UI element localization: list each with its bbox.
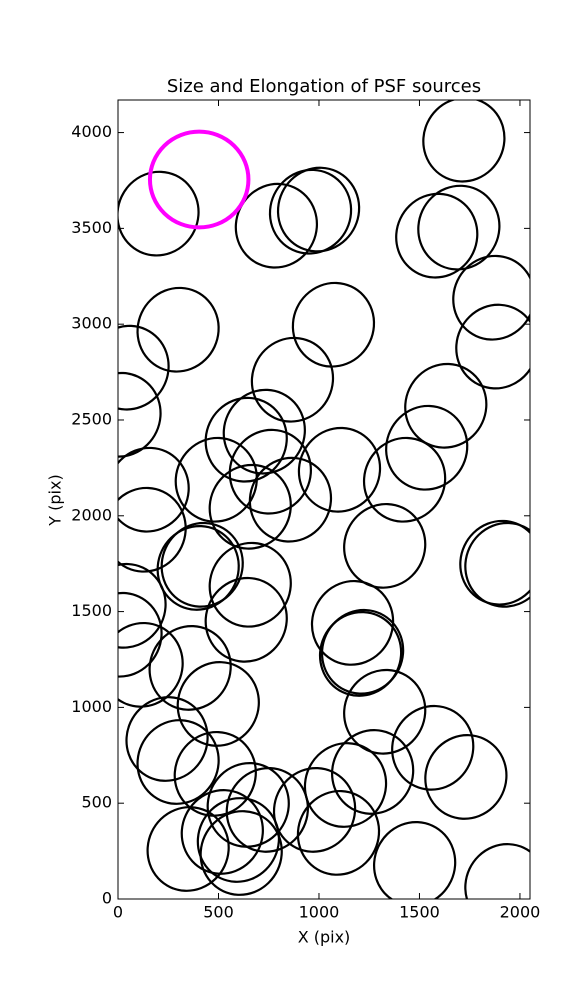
y-tick-label: 2000 (71, 505, 112, 524)
psf-ellipse (297, 426, 382, 513)
psf-ellipse (417, 184, 501, 271)
plot-area (118, 100, 530, 899)
psf-ellipse (206, 762, 290, 848)
psf-ellipse (391, 704, 475, 791)
y-tick-label: 3500 (71, 218, 112, 237)
psf-ellipse (343, 668, 427, 755)
psf-ellipse (228, 428, 312, 515)
psf-ellipse (272, 766, 357, 853)
psf-ellipse (173, 730, 257, 817)
psf-ellipse (250, 336, 335, 423)
psf-ellipse (455, 303, 530, 390)
y-tick-label: 1000 (71, 697, 112, 716)
psf-ellipse (320, 608, 405, 695)
x-tick-label: 2000 (500, 903, 541, 922)
psf-ellipse (208, 541, 292, 628)
psf-ellipse (118, 324, 170, 411)
psf-ellipse (125, 696, 209, 782)
psf-ellipse (156, 524, 240, 611)
y-tick-label: 4000 (71, 122, 112, 141)
psf-ellipse (118, 621, 184, 708)
psf-ellipse (147, 129, 251, 230)
psf-ellipse (176, 661, 260, 747)
psf-ellipse (310, 579, 395, 666)
y-tick-label: 1500 (71, 601, 112, 620)
psf-ellipse (118, 170, 200, 257)
x-tick-label: 1000 (299, 903, 340, 922)
psf-ellipse (372, 821, 457, 899)
x-axis-label: X (pix) (298, 928, 351, 947)
psf-ellipse (136, 286, 220, 373)
psf-ellipse (118, 562, 167, 649)
y-tick-label: 2500 (71, 409, 112, 428)
psf-ellipse (362, 436, 447, 523)
psf-ellipse (464, 521, 530, 608)
psf-ellipse (395, 192, 479, 279)
psf-ellipse (291, 281, 376, 368)
x-tick-label: 500 (203, 903, 234, 922)
psf-ellipse (204, 576, 288, 663)
psf-ellipse (404, 362, 488, 449)
psf-ellipse (222, 388, 306, 475)
y-tick-label: 3000 (71, 314, 112, 333)
psf-ellipse (248, 456, 333, 543)
x-tick-label: 0 (113, 903, 123, 922)
y-tick-label: 0 (102, 889, 112, 908)
psf-ellipse (196, 797, 281, 883)
x-tick-label: 1500 (399, 903, 440, 922)
y-axis-label: Y (pix) (46, 474, 65, 526)
psf-ellipse (303, 742, 388, 828)
psf-ellipse (385, 404, 469, 491)
psf-ellipse (148, 625, 232, 711)
psf-ellipse (146, 806, 230, 892)
psf-ellipse (160, 521, 244, 608)
psf-ellipse (424, 734, 508, 820)
psf-ellipse (422, 100, 506, 183)
psf-ellipse (276, 166, 361, 253)
y-tick-label: 500 (81, 793, 112, 812)
psf-ellipse (118, 446, 190, 533)
psf-ellipse (118, 486, 187, 573)
axes-frame (117, 99, 531, 900)
psf-ellipse (136, 719, 220, 805)
psf-ellipse (268, 168, 353, 255)
psf-ellipse (118, 371, 162, 458)
psf-ellipse (234, 182, 319, 269)
psf-ellipse (464, 843, 530, 899)
psf-ellipse (118, 591, 163, 678)
psf-ellipse (199, 810, 283, 896)
psf-ellipse (343, 502, 427, 589)
chart-title: Size and Elongation of PSF sources (167, 76, 481, 97)
psf-ellipse (225, 766, 309, 853)
psf-ellipse (296, 789, 381, 876)
psf-ellipse (204, 396, 288, 483)
psf-ellipse (452, 254, 530, 341)
